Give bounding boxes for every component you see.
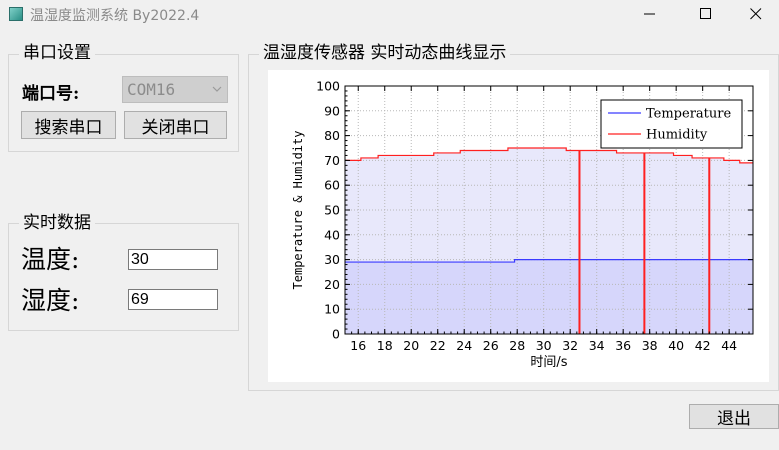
y-axis-title: Temperature & Humidity <box>291 131 305 290</box>
y-tick-label: 70 <box>324 153 340 168</box>
app-icon <box>9 7 23 21</box>
port-combobox[interactable]: COM16 <box>122 76 228 103</box>
x-tick-label: 36 <box>615 338 631 353</box>
legend-box <box>600 99 743 149</box>
temperature-value-field[interactable]: 30 <box>128 249 218 270</box>
y-tick-label: 60 <box>324 178 340 193</box>
realtime-data-group <box>8 223 239 331</box>
humidity-value-field[interactable]: 69 <box>128 289 218 310</box>
maximize-icon <box>700 8 711 19</box>
y-tick-label: 100 <box>316 79 340 94</box>
realtime-data-title: 实时数据 <box>19 213 95 233</box>
humidity-label: 湿度: <box>21 286 80 315</box>
minimize-icon <box>644 13 655 15</box>
x-tick-label: 28 <box>509 338 525 353</box>
y-tick-label: 50 <box>324 203 340 218</box>
minimize-button[interactable] <box>627 0 673 28</box>
x-tick-label: 40 <box>668 338 684 353</box>
series-line-temperature <box>345 259 753 263</box>
port-label: 端口号: <box>22 84 80 104</box>
x-tick-label: 30 <box>536 338 552 353</box>
search-port-button[interactable]: 搜索串口 <box>21 111 116 139</box>
close-icon <box>750 8 762 20</box>
chart-group-title: 温湿度传感器 实时动态曲线显示 <box>259 43 511 63</box>
y-tick-label: 10 <box>324 302 340 317</box>
window-title: 温湿度监测系统 By2022.4 <box>30 8 200 24</box>
x-tick-label: 24 <box>456 338 472 353</box>
title-bar: 温湿度监测系统 By2022.4 <box>0 0 779 28</box>
y-tick-label: 40 <box>324 227 340 242</box>
x-tick-label: 18 <box>377 338 393 353</box>
y-tick-label: 20 <box>324 277 340 292</box>
serial-settings-title: 串口设置 <box>19 43 95 63</box>
exit-button[interactable]: 退出 <box>689 404 779 429</box>
serial-settings-group <box>8 54 239 152</box>
legend-label-temperature: Temperature <box>646 107 731 122</box>
y-tick-label: 0 <box>332 327 340 342</box>
x-tick-label: 20 <box>403 338 419 353</box>
y-tick-label: 80 <box>324 128 340 143</box>
y-tick-label: 30 <box>324 252 340 267</box>
x-tick-label: 32 <box>562 338 578 353</box>
x-tick-label: 22 <box>430 338 446 353</box>
legend-label-humidity: Humidity <box>646 128 708 143</box>
x-tick-label: 38 <box>642 338 658 353</box>
port-combobox-value: COM16 <box>127 80 176 99</box>
series-line-humidity <box>345 147 753 164</box>
maximize-button[interactable] <box>683 0 729 28</box>
x-tick-label: 34 <box>589 338 605 353</box>
close-button[interactable] <box>733 0 779 28</box>
series-fill-temperature <box>345 259 753 334</box>
x-tick-label: 44 <box>721 338 737 353</box>
chevron-down-icon <box>212 86 222 92</box>
temperature-label: 温度: <box>21 245 80 274</box>
humidity-temperature-chart: 0 10 20 30 40 50 60 70 80 90 100 16 18 20 22 24 26 28 30 32… <box>291 79 754 370</box>
x-axis-title: 时间/s <box>530 355 567 370</box>
x-tick-label: 16 <box>350 338 366 353</box>
x-tick-label: 26 <box>483 338 499 353</box>
x-tick-label: 42 <box>695 338 711 353</box>
y-tick-label: 90 <box>324 103 340 118</box>
close-port-button[interactable]: 关闭串口 <box>124 111 227 139</box>
